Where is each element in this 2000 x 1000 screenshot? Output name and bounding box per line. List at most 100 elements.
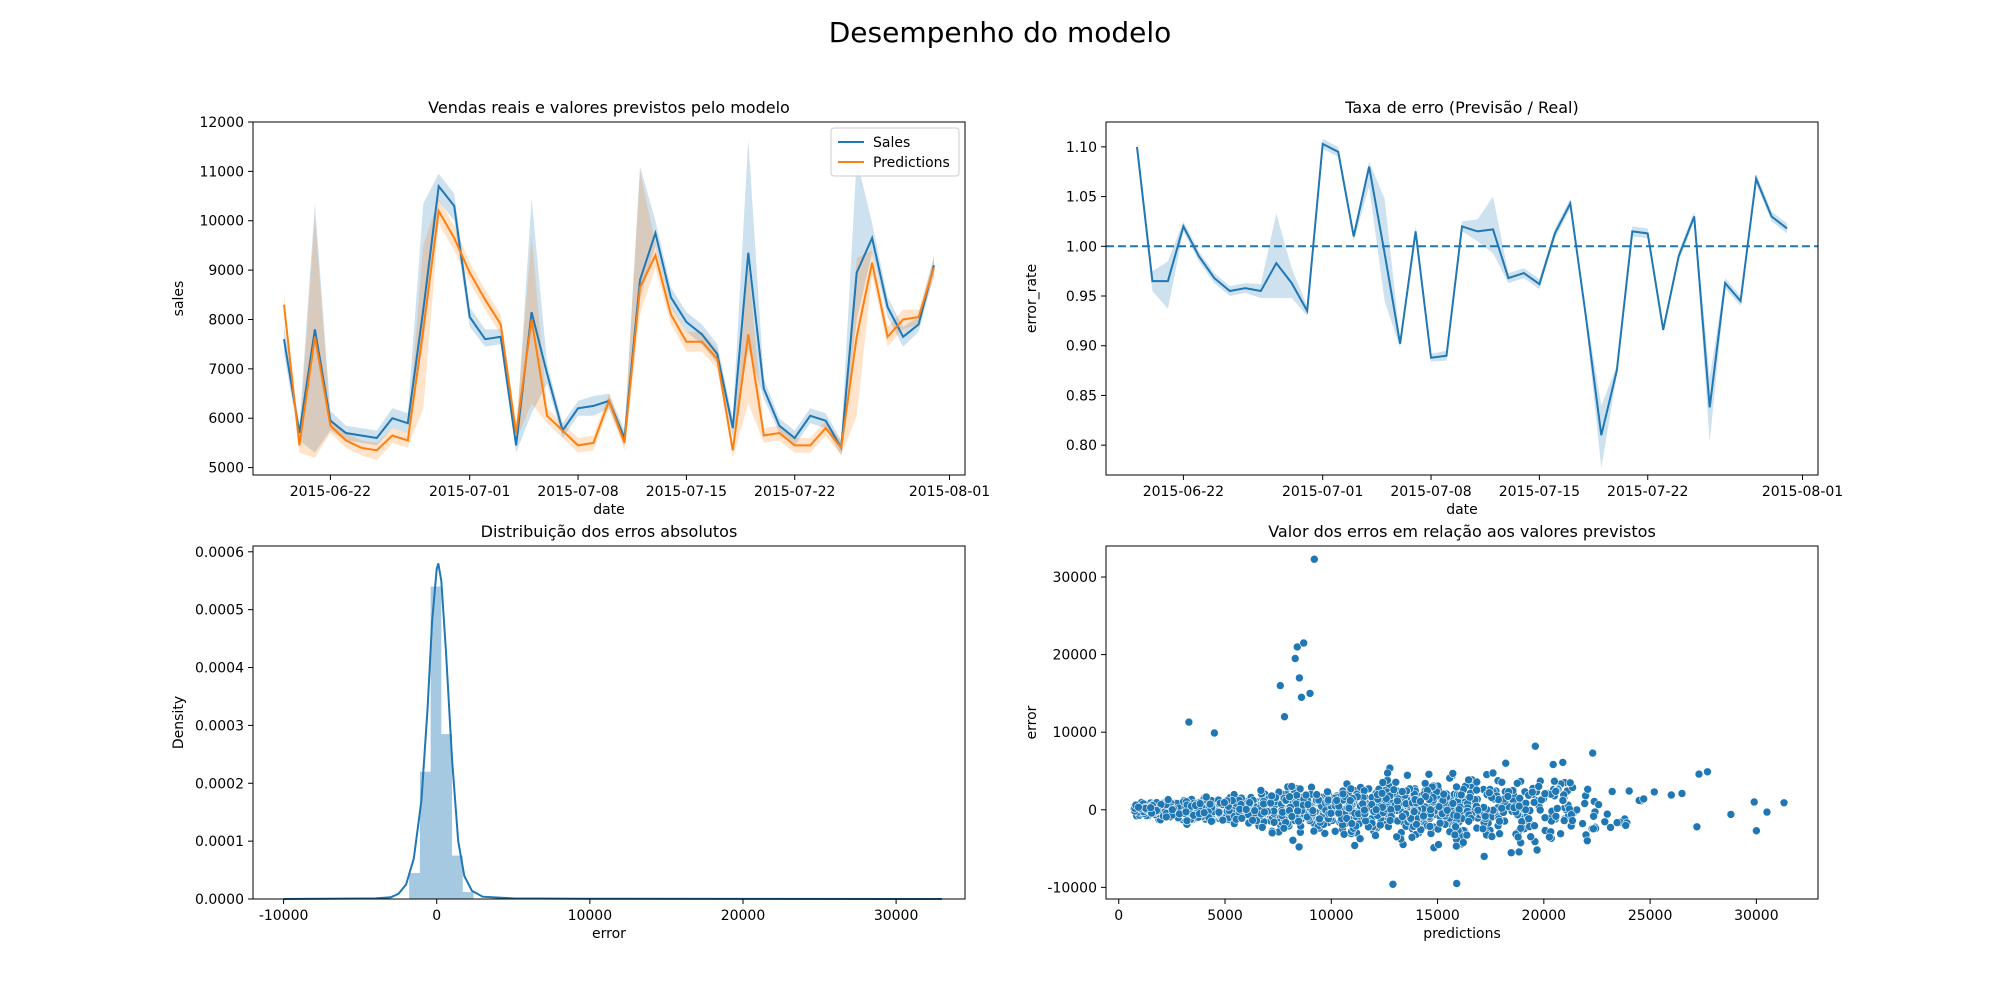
scatter-point <box>1473 805 1483 815</box>
scatter-point <box>1551 787 1560 796</box>
scatter-point <box>1529 798 1539 807</box>
scatter-point <box>1425 822 1435 831</box>
scatter-point <box>1439 789 1449 799</box>
scatter-point <box>1218 815 1228 825</box>
scatter-point <box>1293 642 1302 652</box>
y-tick-label: 0.95 <box>1066 289 1097 305</box>
x-tick-label: 0 <box>1114 908 1123 924</box>
scatter-point <box>1513 832 1523 842</box>
scatter-point <box>1163 795 1173 804</box>
scatter-point <box>1342 814 1351 823</box>
scatter-point <box>1398 812 1407 821</box>
scatter-point <box>1220 798 1229 807</box>
y-tick-label: 0.0006 <box>195 545 244 561</box>
scatter-point <box>1495 816 1504 826</box>
panel-error-vs-predictions: 0 5000 10000 15000 20000 25000 30000 -10000 0 100… <box>1024 522 1819 942</box>
series-line-predictions <box>283 207 935 452</box>
scatter-point <box>1205 799 1215 809</box>
scatter-point <box>1288 835 1298 845</box>
x-tick-label: 2015-08-01 <box>909 484 990 500</box>
x-tick-label: 2015-07-01 <box>1282 484 1363 500</box>
scatter-point <box>1464 816 1473 826</box>
scatter-point <box>1762 807 1772 817</box>
scatter-point <box>1359 786 1369 796</box>
scatter-point <box>1487 832 1497 841</box>
y-tick-label: 9000 <box>208 263 244 279</box>
scatter-point <box>1267 791 1276 801</box>
y-axis-label: sales <box>171 281 187 317</box>
scatter-point <box>1677 789 1687 798</box>
scatter-point <box>1294 842 1304 852</box>
x-tick-label: 2015-07-15 <box>646 484 727 500</box>
scatter-point <box>1202 792 1211 802</box>
scatter-point <box>1385 816 1395 825</box>
scatter-point <box>1295 673 1304 683</box>
y-tick-label: 5000 <box>208 461 244 477</box>
scatter-point <box>1703 767 1712 777</box>
scatter-point <box>1434 840 1443 849</box>
scatter-point <box>1407 832 1417 842</box>
plot-frame <box>252 121 966 476</box>
scatter-point <box>1287 782 1296 791</box>
scatter-point <box>1276 681 1285 690</box>
scatter-point <box>1371 805 1381 815</box>
scatter-point <box>1532 845 1542 855</box>
y-tick-label: 7000 <box>208 362 244 378</box>
y-tick-label: 1.00 <box>1066 239 1097 255</box>
scatter-point <box>1485 788 1494 798</box>
scatter-point <box>1624 786 1634 796</box>
scatter-point <box>1749 797 1759 807</box>
scatter-point <box>1146 803 1155 813</box>
scatter-point <box>1310 554 1319 564</box>
scatter-point <box>1355 834 1365 844</box>
scatter-point <box>1168 805 1177 815</box>
scatter-point <box>1330 826 1340 836</box>
x-tick-label: 2015-07-22 <box>1607 484 1688 500</box>
x-tick-label: 10000 <box>568 908 613 924</box>
y-tick-label: 1.10 <box>1066 140 1097 156</box>
y-axis-label: Density <box>171 696 187 749</box>
histogram-bar <box>419 771 431 899</box>
scatter-point <box>1309 826 1319 836</box>
x-tick-label: 30000 <box>874 908 919 924</box>
scatter-point <box>1465 792 1475 802</box>
scatter-point <box>1534 782 1543 791</box>
scatter-point <box>1346 796 1355 805</box>
scatter-point <box>1392 832 1401 842</box>
y-tick-label: 0.90 <box>1066 339 1097 355</box>
scatter-point <box>1378 778 1388 787</box>
scatter-point <box>1267 828 1277 838</box>
scatter-point <box>1531 741 1540 751</box>
legend-box <box>830 127 960 177</box>
scatter-point <box>1290 654 1300 663</box>
scatter-point <box>1210 728 1219 738</box>
scatter-point <box>1332 796 1341 805</box>
y-tick-label: 6000 <box>208 411 244 427</box>
scatter-point <box>1294 816 1303 826</box>
scatter-point <box>1412 819 1421 829</box>
scatter-point <box>1462 830 1472 840</box>
scatter-point <box>1182 816 1192 826</box>
scatter-point <box>1305 689 1315 698</box>
scatter-point <box>1391 777 1401 787</box>
scatter-point <box>1479 852 1489 861</box>
scatter-point <box>1578 819 1587 828</box>
y-tick-label: 0.0002 <box>195 776 244 792</box>
y-tick-label: 0.80 <box>1066 438 1097 454</box>
scatter-point <box>1258 822 1267 832</box>
scatter-point <box>1452 811 1462 821</box>
y-tick-label: 0.0001 <box>195 834 244 850</box>
y-tick-label: 0.0003 <box>195 718 244 734</box>
scatter-point <box>1459 838 1468 847</box>
scatter-point <box>1535 805 1545 815</box>
histogram-bar <box>430 586 442 899</box>
scatter-point <box>1559 816 1569 825</box>
scatter-point <box>1237 813 1247 823</box>
scatter-point <box>1256 786 1266 795</box>
scatter-point <box>1260 807 1269 817</box>
scatter-point <box>1287 812 1297 821</box>
scatter-point <box>1266 798 1275 808</box>
scatter-point <box>1195 799 1205 808</box>
scatter-point <box>1248 815 1257 825</box>
